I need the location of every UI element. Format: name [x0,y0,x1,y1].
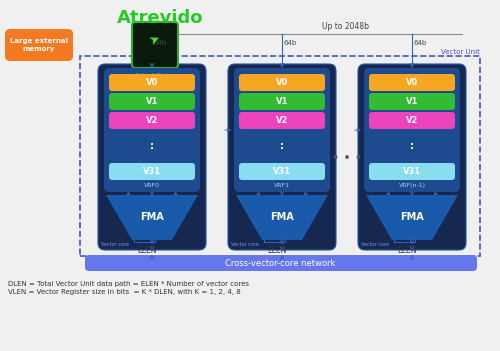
Text: :: : [280,141,284,151]
Text: DLEN = Total Vector Unit data path = ELEN * Number of vector cores: DLEN = Total Vector Unit data path = ELE… [8,281,249,287]
Text: V0: V0 [406,78,418,87]
FancyBboxPatch shape [239,112,325,129]
FancyBboxPatch shape [234,68,330,192]
Text: Up to 2048b: Up to 2048b [322,22,368,31]
FancyBboxPatch shape [239,163,325,180]
Text: V1: V1 [276,97,288,106]
Text: 64b: 64b [284,40,297,46]
Polygon shape [106,195,198,240]
Text: VRF1: VRF1 [274,183,290,188]
Text: 64b: 64b [154,40,167,46]
Text: :: : [410,141,414,151]
FancyBboxPatch shape [239,93,325,110]
Text: ➤: ➤ [148,31,162,48]
Text: :: : [150,141,154,151]
Text: VRF0: VRF0 [144,183,160,188]
Text: Vector core: Vector core [361,242,389,247]
Text: FMA: FMA [270,212,294,223]
FancyBboxPatch shape [109,163,195,180]
Text: V1: V1 [406,97,418,106]
Text: ELEN: ELEN [137,246,156,255]
FancyBboxPatch shape [369,93,455,110]
FancyBboxPatch shape [228,64,336,250]
Text: V2: V2 [276,116,288,125]
Text: ELEN: ELEN [397,246,416,255]
Polygon shape [366,195,458,240]
Text: FMA: FMA [140,212,164,223]
FancyBboxPatch shape [85,255,477,271]
FancyBboxPatch shape [369,74,455,91]
Text: FMA: FMA [400,212,424,223]
Text: V2: V2 [406,116,418,125]
Polygon shape [236,195,328,240]
FancyBboxPatch shape [358,64,466,250]
Text: V2: V2 [146,116,158,125]
Text: • • •: • • • [332,152,362,166]
FancyBboxPatch shape [109,74,195,91]
FancyBboxPatch shape [369,163,455,180]
Text: V31: V31 [403,167,421,176]
Text: VLEN = Vector Register size in bits  = K * DLEN, with K = 1, 2, 4, 8: VLEN = Vector Register size in bits = K … [8,289,241,295]
Text: VRF(n-1): VRF(n-1) [398,183,425,188]
Text: 64b: 64b [414,40,427,46]
Text: Vector Unit: Vector Unit [441,49,480,55]
FancyBboxPatch shape [364,68,460,192]
Text: Vector core: Vector core [101,242,129,247]
Text: V0: V0 [276,78,288,87]
Text: ELEN: ELEN [267,246,286,255]
Text: Atrevido: Atrevido [117,9,203,27]
Text: V1: V1 [146,97,158,106]
FancyBboxPatch shape [109,93,195,110]
Text: Cross-vector-core network: Cross-vector-core network [225,258,335,267]
Text: V31: V31 [273,167,291,176]
Text: V0: V0 [146,78,158,87]
Bar [80,56,480,256]
FancyBboxPatch shape [104,68,200,192]
FancyBboxPatch shape [109,112,195,129]
Text: Vector core: Vector core [231,242,259,247]
FancyBboxPatch shape [369,112,455,129]
Text: Large external
memory: Large external memory [10,39,68,52]
FancyBboxPatch shape [5,29,73,61]
FancyBboxPatch shape [132,22,178,68]
FancyBboxPatch shape [239,74,325,91]
Text: Out-of-Order
core: Out-of-Order core [135,73,175,84]
Text: V31: V31 [143,167,161,176]
FancyBboxPatch shape [98,64,206,250]
